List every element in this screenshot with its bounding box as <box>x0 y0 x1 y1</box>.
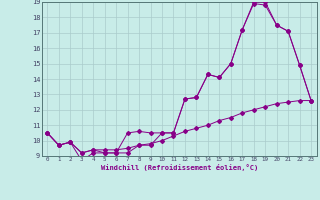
X-axis label: Windchill (Refroidissement éolien,°C): Windchill (Refroidissement éolien,°C) <box>100 164 258 171</box>
